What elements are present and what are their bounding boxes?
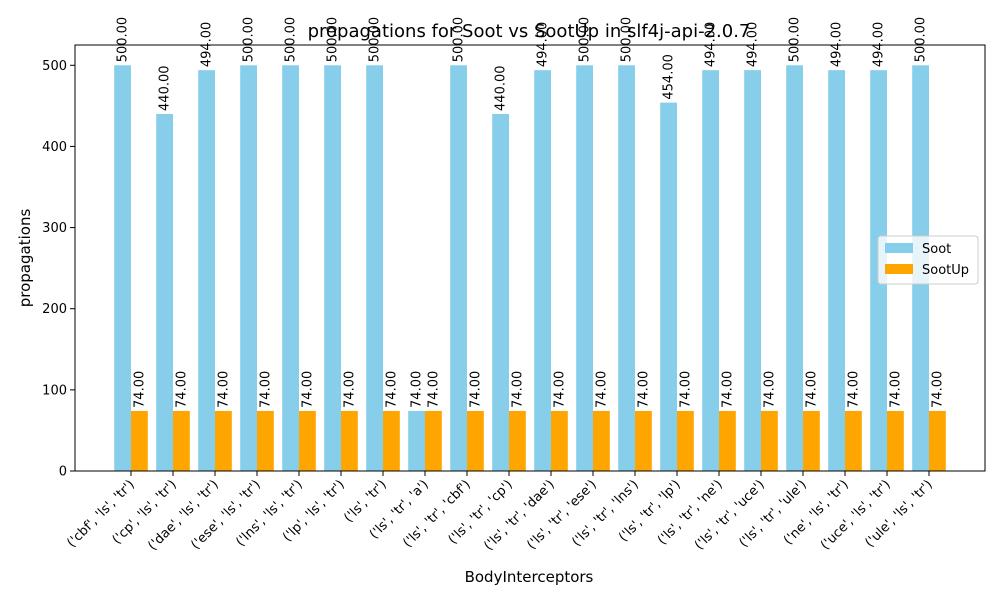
bar-sootup [299,410,316,471]
bar-sootup [551,410,568,471]
y-axis-label: propagations [16,209,34,308]
bar-sootup [845,410,862,471]
bar-soot [492,113,509,471]
y-tick-label: 200 [42,302,67,317]
data-label-sootup: 74.00 [258,371,273,408]
bar-soot [786,65,803,472]
bar-sootup [635,410,652,471]
data-label-sootup: 74.00 [384,371,399,408]
bar-soot [450,65,467,472]
bar-soot [282,65,299,472]
data-label-soot: 440.00 [158,65,173,111]
data-label-sootup: 74.00 [510,371,525,408]
bar-sootup [425,410,442,471]
bar-sootup [173,410,190,471]
plot-area: 500.00 440.00 494.00 500.00 500.00 500.00 500.… [42,17,986,554]
data-label-soot: 454.00 [662,54,677,100]
data-label-soot: 500.00 [284,17,299,63]
data-label-sootup: 74.00 [636,371,651,408]
bar-soot [114,65,131,472]
data-label-sootup: 74.00 [762,371,777,408]
chart-title: propagations for Soot vs SootUp in slf4j… [308,21,751,42]
data-label-sootup: 74.00 [678,371,693,408]
bar-soot [660,102,677,472]
bar-sootup [677,410,694,471]
bar-soot [156,113,173,471]
data-label-sootup: 74.00 [846,371,861,408]
data-label-soot: 500.00 [116,17,131,63]
data-label-sootup: 74.00 [804,371,819,408]
bar-sootup [257,410,274,471]
bar-soot [702,70,719,471]
y-tick-label: 400 [42,140,67,155]
bar-sootup [509,410,526,471]
data-label-soot: 500.00 [368,17,383,63]
bar-sootup [887,410,904,471]
data-label-sootup: 74.00 [174,371,189,408]
bar-soot [198,70,215,471]
data-label-sootup: 74.00 [552,371,567,408]
bar-sootup [929,410,946,471]
data-label-soot: 74.00 [410,371,425,408]
data-label-sootup: 74.00 [426,371,441,408]
y-tick-label: 0 [59,465,67,480]
bar-soot [534,70,551,471]
legend-swatch-sootup [885,264,913,274]
bar-sootup [131,410,148,471]
data-label-soot: 440.00 [494,65,509,110]
legend-swatch-soot [885,243,913,253]
legend-label-sootup: SootUp [922,263,969,278]
bar-soot [576,65,593,472]
bar-sootup [719,410,736,471]
data-label-soot: 500.00 [620,17,635,63]
bar-soot [744,70,761,471]
data-label-soot: 494.00 [830,22,845,68]
data-label-sootup: 74.00 [720,371,735,408]
bar-sootup [341,410,358,471]
data-label-soot: 494.00 [746,22,761,68]
bar-sootup [215,410,232,471]
bar-soot [240,65,257,472]
data-label-soot: 494.00 [872,22,887,68]
axes-frame [74,44,986,472]
bar-soot [618,65,635,472]
data-label-soot: 494.00 [704,22,719,68]
data-label-soot: 500.00 [326,17,341,63]
data-label-sootup: 74.00 [216,371,231,408]
data-label-sootup: 74.00 [468,371,483,408]
bar-sootup [803,410,820,471]
x-axis-label: BodyInterceptors [465,568,594,586]
data-label-sootup: 74.00 [132,371,147,408]
data-label-sootup: 74.00 [888,371,903,408]
data-label-soot: 500.00 [914,17,929,63]
bar-soot [828,70,845,471]
y-tick-label: 500 [42,59,67,74]
bar-sootup [593,410,610,471]
data-label-sootup: 74.00 [342,371,357,408]
data-label-soot: 494.00 [200,22,215,68]
data-label-soot: 500.00 [452,17,467,63]
data-label-sootup: 74.00 [594,371,609,408]
data-label-soot: 500.00 [788,17,803,63]
y-tick-label: 100 [42,383,67,398]
data-label-soot: 500.00 [242,17,257,63]
bar-soot [324,65,341,472]
bar-soot [366,65,383,472]
data-label-sootup: 74.00 [930,371,945,408]
bar-soot [408,410,425,471]
legend-label-soot: Soot [922,242,951,257]
data-label-soot: 500.00 [578,17,593,63]
bar-sootup [761,410,778,471]
y-tick-label: 300 [42,221,67,236]
bar-sootup [467,410,484,471]
data-label-soot: 494.00 [536,22,551,68]
bar-sootup [383,410,400,471]
data-label-sootup: 74.00 [300,371,315,408]
